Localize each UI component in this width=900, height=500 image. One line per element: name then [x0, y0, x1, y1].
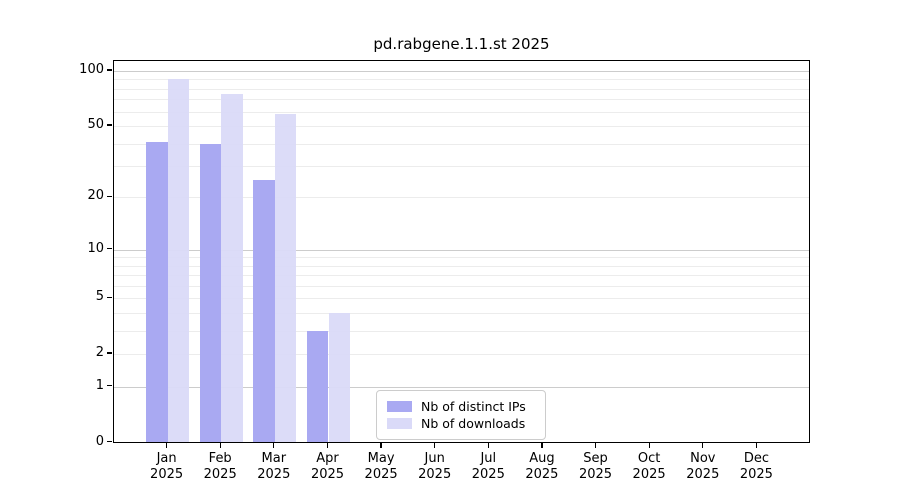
y-tick — [107, 352, 112, 354]
legend-label-downloads: Nb of downloads — [421, 416, 526, 431]
x-tick — [273, 443, 275, 448]
x-tick-label-apr: Apr 2025 — [310, 451, 345, 482]
x-tick — [648, 443, 650, 448]
gridline — [114, 386, 809, 388]
x-tick — [165, 443, 168, 448]
y-tick-label: 2 — [95, 345, 104, 361]
y-tick — [107, 195, 112, 198]
gridline — [114, 166, 809, 168]
y-tick-label: 20 — [87, 188, 104, 204]
y-tick — [107, 440, 112, 443]
x-tick-label-oct: Oct 2025 — [632, 451, 666, 482]
gridline — [114, 126, 809, 127]
gridline — [114, 99, 809, 101]
legend-item-distinct-ips: Nb of distinct IPs — [387, 398, 535, 415]
y-tick-label: 50 — [87, 117, 104, 132]
x-tick — [487, 443, 489, 448]
bar-apr-distinct-ips — [307, 330, 329, 442]
bar-jan-downloads — [167, 78, 189, 442]
bar-mar-distinct-ips — [253, 180, 275, 442]
bar-mar-downloads — [274, 114, 297, 442]
x-tick-label-may: May 2025 — [364, 451, 398, 482]
legend-swatch-downloads — [387, 418, 412, 429]
gridline — [114, 265, 809, 267]
plot-area — [113, 60, 810, 443]
gridline — [114, 257, 809, 259]
bar-feb-distinct-ips — [199, 143, 222, 442]
x-tick — [326, 443, 329, 448]
gridline — [114, 79, 809, 81]
bar-feb-downloads — [221, 93, 243, 442]
x-tick-label-mar: Mar 2025 — [257, 451, 291, 482]
legend-swatch-distinct-ips — [387, 401, 412, 412]
x-tick — [380, 443, 382, 448]
y-tick-label: 5 — [95, 289, 104, 305]
gridline — [114, 285, 809, 287]
gridline — [114, 197, 809, 199]
y-tick — [107, 69, 112, 71]
x-tick-label-jan: Jan 2025 — [150, 451, 184, 482]
x-tick-label-nov: Nov 2025 — [686, 451, 720, 482]
x-tick-label-dec: Dec 2025 — [739, 451, 773, 482]
x-tick — [434, 443, 436, 448]
y-tick-label: 100 — [79, 62, 104, 77]
gridline — [114, 312, 809, 314]
chart-title: pd.rabgene.1.1.st 2025 — [373, 35, 550, 53]
y-tick — [107, 247, 112, 250]
gridline — [114, 298, 809, 300]
legend-item-downloads: Nb of downloads — [387, 415, 535, 432]
x-tick — [594, 443, 597, 448]
x-tick — [541, 443, 543, 448]
y-tick-label: 1 — [95, 377, 104, 393]
gridline — [114, 330, 809, 332]
gridline — [114, 71, 809, 72]
gridline — [114, 111, 809, 113]
legend: Nb of distinct IPs Nb of downloads — [376, 390, 546, 440]
bar-apr-downloads — [328, 312, 350, 442]
gridline — [114, 354, 809, 356]
x-tick-label-feb: Feb 2025 — [203, 451, 237, 482]
x-tick-label-jul: Jul 2025 — [471, 451, 505, 482]
bar-jan-distinct-ips — [146, 141, 168, 442]
gridline — [114, 249, 809, 251]
x-tick — [219, 443, 221, 448]
y-tick — [107, 385, 112, 387]
gridline — [114, 88, 809, 90]
y-tick-label: 0 — [95, 433, 104, 449]
x-tick-label-sep: Sep 2025 — [578, 451, 613, 482]
y-tick — [107, 124, 112, 126]
x-tick — [702, 443, 704, 448]
x-tick — [755, 443, 758, 448]
gridline — [114, 275, 809, 277]
y-tick-label: 10 — [87, 240, 104, 256]
gridline — [114, 143, 809, 145]
legend-label-distinct-ips: Nb of distinct IPs — [421, 399, 526, 414]
x-tick-label-aug: Aug 2025 — [525, 451, 559, 482]
y-tick — [107, 296, 112, 298]
x-tick-label-jun: Jun 2025 — [418, 451, 452, 482]
